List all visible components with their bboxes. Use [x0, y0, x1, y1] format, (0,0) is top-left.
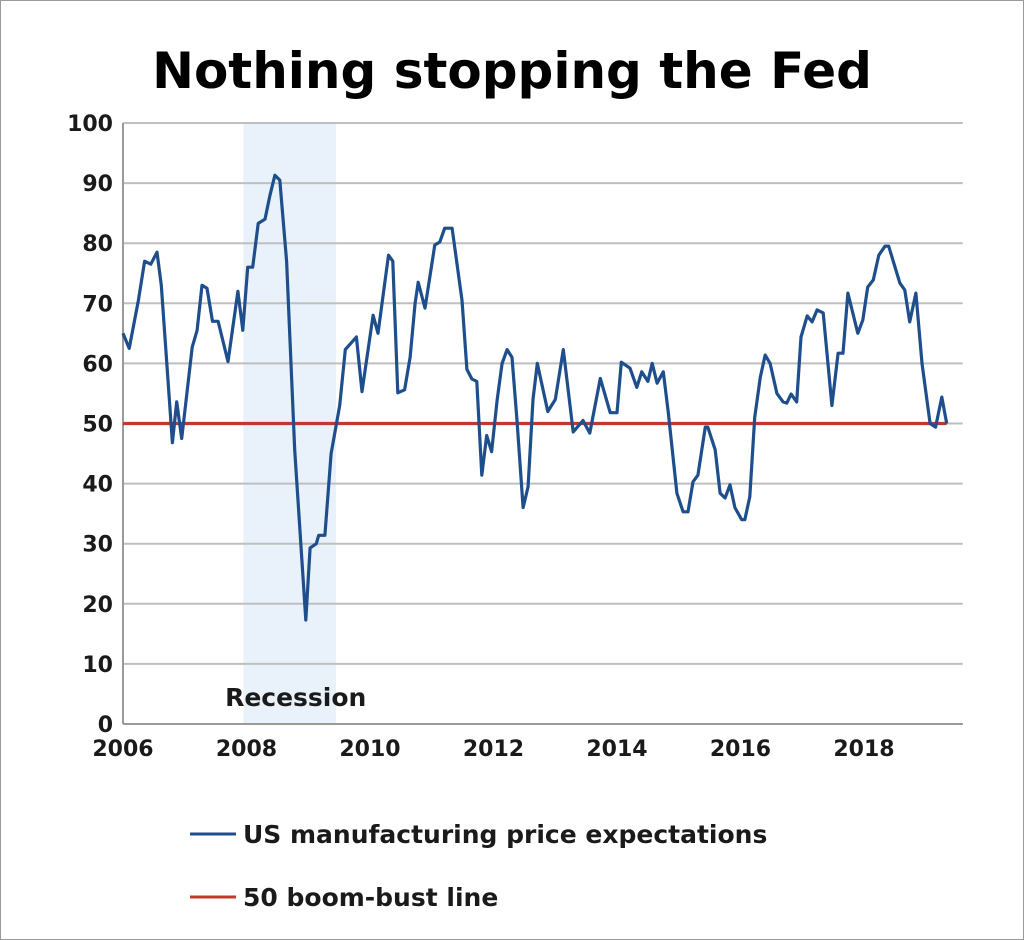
x-axis-ticks: 2006 2008 2010 2012 2014 2016 2018 — [92, 737, 894, 762]
y-tick-label: 90 — [82, 172, 113, 197]
series-lines — [121, 173, 949, 622]
x-tick-label: 2012 — [463, 737, 524, 762]
legend-label-boom-bust: 50 boom-bust line — [243, 883, 498, 912]
x-tick-label: 2016 — [710, 737, 771, 762]
y-tick-label: 30 — [82, 533, 113, 558]
y-axis-ticks: 0 10 20 30 40 50 60 70 80 90 100 — [67, 112, 113, 738]
x-tick-label: 2018 — [833, 737, 894, 762]
y-tick-label: 50 — [82, 413, 113, 438]
y-tick-label: 40 — [82, 473, 113, 498]
y-tick-label: 20 — [82, 593, 113, 618]
gridlines — [122, 122, 963, 725]
recession-label: Recession — [225, 683, 366, 712]
y-tick-label: 80 — [82, 232, 113, 257]
legend-label-price-expectations: US manufacturing price expectations — [243, 820, 767, 849]
y-tick-label: 100 — [67, 112, 113, 137]
x-tick-label: 2006 — [92, 737, 153, 762]
legend: US manufacturing price expectations 50 b… — [190, 820, 767, 912]
y-tick-label: 10 — [82, 653, 113, 678]
series-line-price-expectations — [121, 173, 949, 622]
x-tick-label: 2008 — [216, 737, 277, 762]
y-tick-label: 70 — [82, 292, 113, 317]
x-tick-label: 2010 — [339, 737, 400, 762]
y-tick-label: 60 — [82, 352, 113, 377]
chart-title: Nothing stopping the Fed — [152, 42, 872, 100]
x-tick-label: 2014 — [586, 737, 647, 762]
y-tick-label: 0 — [98, 713, 113, 738]
